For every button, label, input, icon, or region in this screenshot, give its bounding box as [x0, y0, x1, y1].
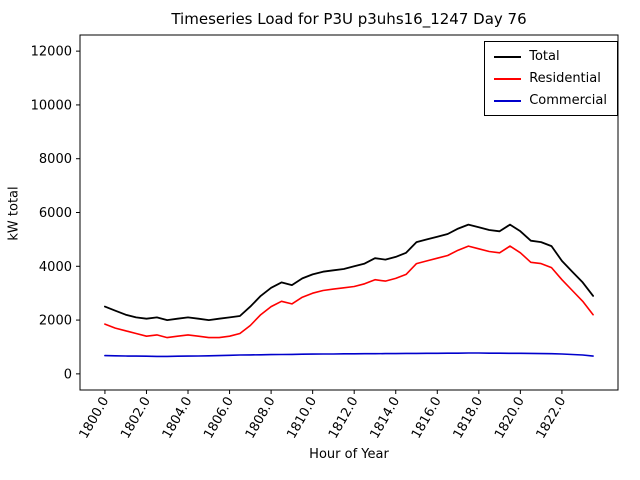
x-tick-label: 1802.0 [118, 395, 154, 442]
legend-label: Total [529, 49, 560, 64]
x-tick-label: 1816.0 [409, 395, 445, 442]
legend-item-commercial: Commercial [494, 93, 607, 108]
x-tick-label: 1800.0 [77, 395, 113, 442]
x-tick-label: 1812.0 [326, 395, 362, 442]
x-tick-label: 1818.0 [451, 395, 487, 442]
x-axis-label: Hour of Year [309, 447, 389, 462]
chart-title: Timeseries Load for P3U p3uhs16_1247 Day… [171, 10, 527, 28]
y-tick-label: 0 [64, 367, 72, 382]
residential-line-swatch [494, 77, 522, 80]
y-tick-label: 4000 [39, 260, 72, 275]
legend-item-residential: Residential [494, 71, 607, 86]
y-tick-label: 2000 [39, 314, 72, 329]
legend: Total Residential Commercial [484, 41, 618, 116]
x-tick-label: 1810.0 [284, 395, 320, 442]
y-tick-label: 6000 [39, 206, 72, 221]
x-tick-label: 1822.0 [534, 395, 570, 442]
y-tick-label: 10000 [31, 98, 72, 113]
legend-label: Residential [529, 71, 601, 86]
x-tick-label: 1814.0 [367, 395, 403, 442]
legend-label: Commercial [529, 93, 607, 108]
y-tick-label: 12000 [31, 45, 72, 60]
x-tick-label: 1804.0 [160, 395, 196, 442]
legend-item-total: Total [494, 49, 607, 64]
y-tick-label: 8000 [39, 152, 72, 167]
x-tick-label: 1808.0 [243, 395, 279, 442]
total-line-swatch [494, 55, 522, 58]
x-tick-label: 1806.0 [201, 395, 237, 442]
series-line-total [104, 223, 594, 322]
series-line-commercial [104, 352, 594, 358]
series-line-residential [104, 245, 594, 339]
commercial-line-swatch [494, 99, 522, 102]
x-tick-label: 1820.0 [492, 395, 528, 442]
